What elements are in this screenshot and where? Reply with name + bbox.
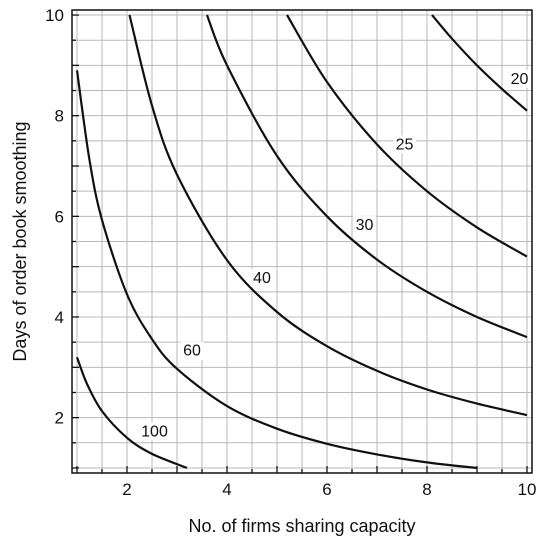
contour-label-20: 20 [511, 71, 529, 88]
contour-label-background [138, 422, 171, 441]
x-tick-label: 4 [222, 480, 231, 499]
contour-line-40 [128, 14, 528, 417]
y-tick-label: 8 [55, 107, 64, 126]
x-tick-label: 6 [322, 480, 331, 499]
contour-label-background [393, 135, 416, 154]
axis-ticks: 2 4 6 8 10 2 4 6 8 10 [45, 6, 536, 499]
contour-label-background [508, 69, 531, 88]
contour-label-background [353, 215, 376, 234]
contour-label-30: 30 [356, 217, 374, 234]
x-tick-label: 10 [518, 480, 537, 499]
y-tick-label: 2 [55, 409, 64, 428]
contour-line-100 [75, 356, 188, 470]
grid [72, 10, 532, 473]
contour-label-100: 100 [141, 423, 168, 440]
contour-line-20 [431, 14, 528, 112]
contour-line-60 [75, 70, 478, 470]
x-tick-label: 2 [122, 480, 131, 499]
x-axis-title: No. of firms sharing capacity [188, 516, 415, 536]
contour-line-30 [205, 14, 528, 339]
x-tick-label: 8 [422, 480, 431, 499]
contour-label-background [180, 341, 204, 360]
y-axis-title: Days of order book smoothing [10, 121, 30, 361]
y-tick-label: 6 [55, 207, 64, 226]
contour-label-25: 25 [396, 136, 414, 153]
contour-label-background [250, 268, 274, 287]
contour-line-25 [286, 14, 528, 258]
contour-labels: 100 60 40 30 25 20 [138, 69, 531, 441]
y-tick-label: 4 [55, 308, 64, 327]
series-group [75, 14, 528, 470]
y-tick-label: 10 [45, 6, 64, 25]
contour-label-40: 40 [253, 270, 271, 287]
contour-label-60: 60 [183, 343, 201, 360]
